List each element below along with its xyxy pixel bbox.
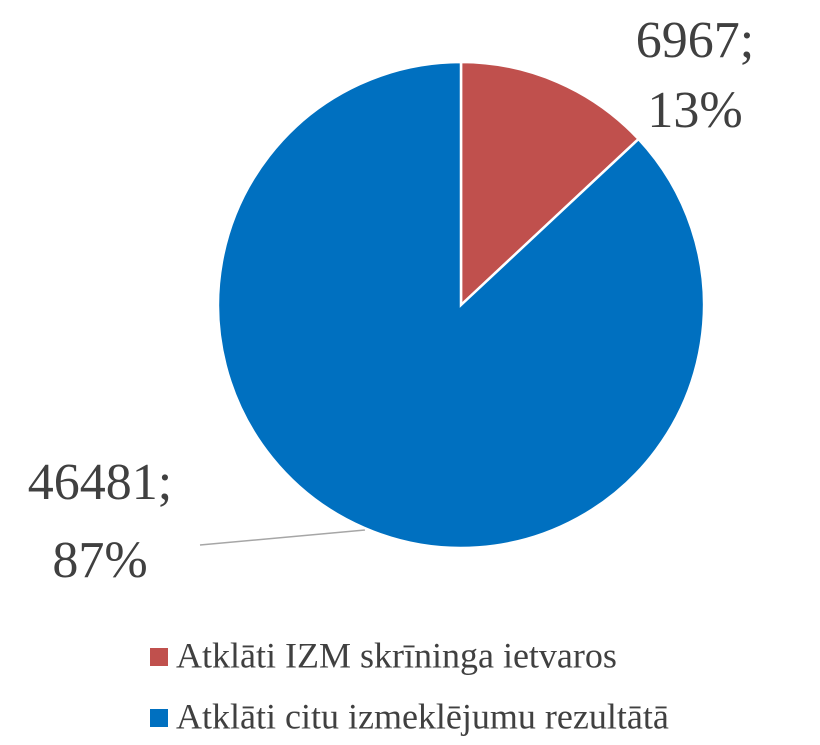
legend-label: Atklāti citu izmeklējumu rezultātā <box>176 696 669 736</box>
legend-label: Atklāti IZM skrīninga ietvaros <box>176 635 617 675</box>
leader-line <box>199 529 366 546</box>
data-label: 13% <box>647 82 742 139</box>
pie-slice <box>459 60 641 308</box>
legend-swatch <box>150 648 168 666</box>
data-label: 6967; <box>636 12 754 69</box>
pie-slice <box>216 60 706 550</box>
data-label: 46481; <box>28 454 172 511</box>
legend-swatch <box>150 709 168 727</box>
data-label: 87% <box>52 532 147 589</box>
